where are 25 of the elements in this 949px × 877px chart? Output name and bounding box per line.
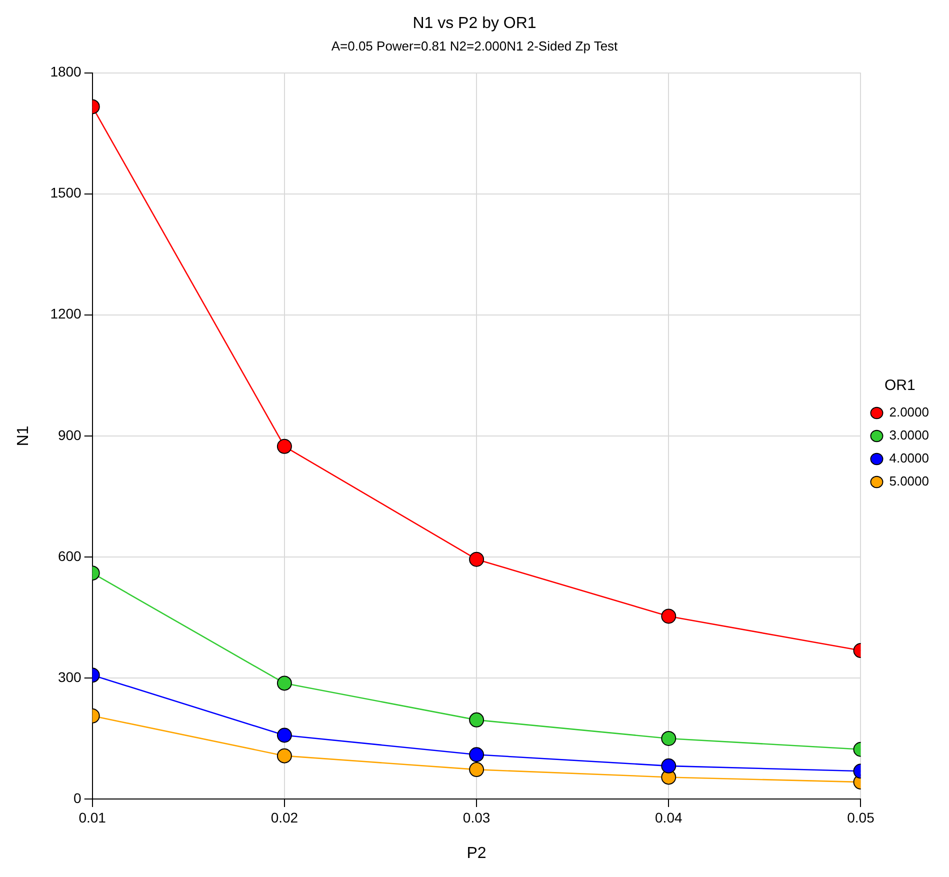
y-tick-label: 900 — [58, 426, 82, 443]
point — [469, 747, 484, 762]
point — [469, 712, 484, 728]
chart-title: N1 vs P2 by OR1 — [412, 15, 536, 32]
x-tick-label: 0.05 — [847, 809, 875, 826]
y-tick-label: 1200 — [50, 306, 82, 322]
legend-label: 3.0000 — [889, 428, 930, 443]
y-axis-title: N1 — [15, 426, 32, 446]
legend-title: OR1 — [884, 377, 916, 394]
point — [469, 762, 484, 778]
x-axis-title: P2 — [466, 844, 486, 862]
x-tick-label: 0.02 — [270, 809, 298, 826]
y-tick-label: 0 — [74, 790, 82, 806]
legend-label: 2.0000 — [889, 404, 930, 420]
point — [469, 552, 484, 567]
legend-label: 5.0000 — [889, 474, 930, 489]
x-tick-label: 0.01 — [78, 809, 106, 826]
y-tick-label: 1800 — [50, 64, 82, 80]
y-tick-label: 300 — [58, 668, 82, 685]
x-tick-label: 0.04 — [655, 809, 682, 826]
chart-subtitle: A=0.05 Power=0.81 N2=2.000N1 2-Sided Zp Test — [331, 38, 618, 54]
y-tick-label: 1500 — [50, 184, 82, 201]
y-tick-label: 600 — [58, 548, 82, 564]
legend-label: 4.0000 — [889, 450, 930, 466]
x-tick-label: 0.03 — [462, 809, 490, 826]
